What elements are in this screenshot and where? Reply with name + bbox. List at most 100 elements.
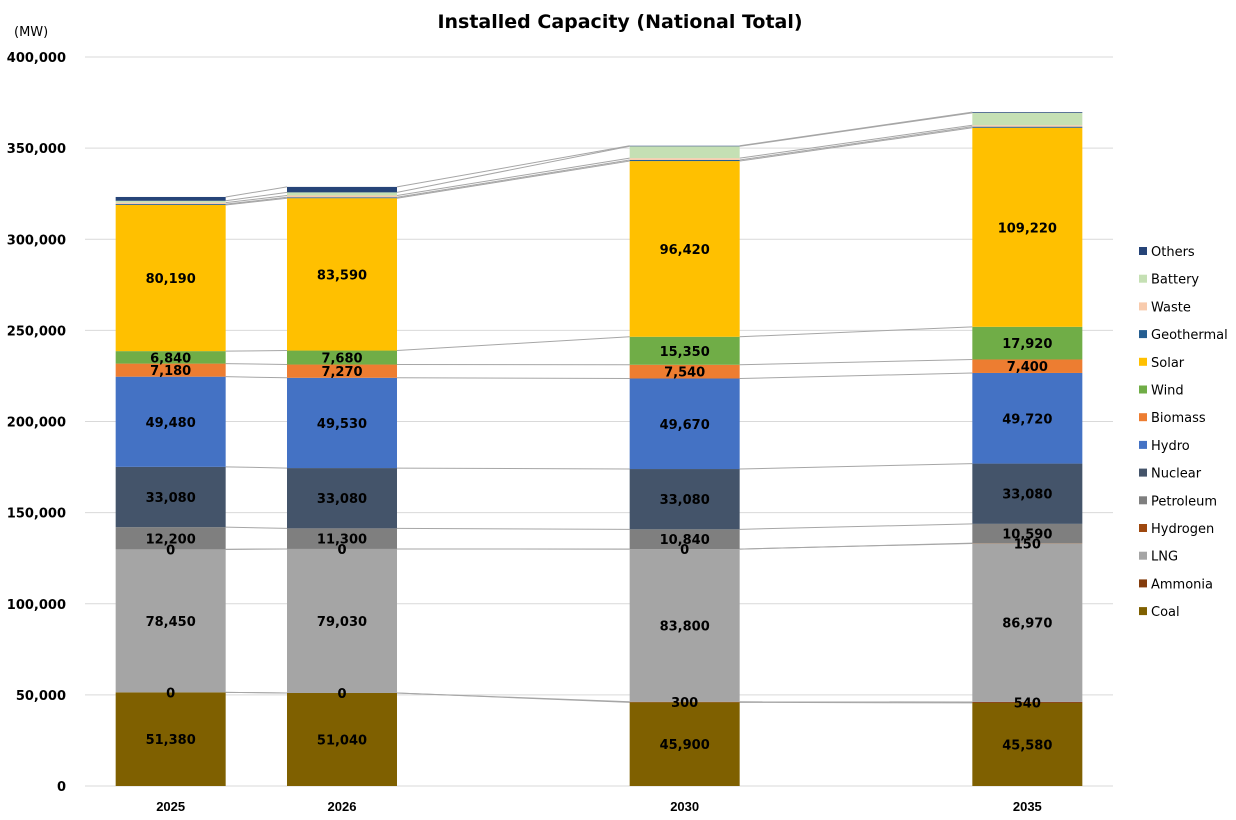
series-line-geothermal	[739, 126, 973, 161]
series-line-wind	[396, 336, 630, 352]
x-tick-label: 2030	[670, 799, 699, 814]
bar-hydro-2026	[287, 377, 397, 469]
legend-item-nuclear: Nuclear	[1139, 467, 1202, 482]
data-label-hydrogen: 0	[680, 543, 689, 558]
series-line-waste	[225, 194, 288, 204]
legend-swatch	[1139, 524, 1147, 532]
legend-swatch	[1139, 551, 1147, 560]
data-label-lng: 83,800	[660, 619, 710, 634]
data-label-hydro: 49,480	[146, 416, 196, 431]
series-line-petroleum	[739, 523, 973, 530]
bar-lng-2035	[972, 543, 1083, 702]
bar-biomass-2026	[287, 364, 397, 378]
y-tick-label: 300,000	[7, 233, 66, 248]
bar-battery-2035	[972, 112, 1083, 126]
data-label-nuclear: 33,080	[317, 492, 367, 507]
series-line-nuclear	[396, 467, 630, 470]
series-line-others	[739, 111, 973, 147]
data-label-hydro: 49,530	[317, 417, 367, 432]
bar-others-2025	[115, 196, 226, 201]
series-line-waste	[396, 157, 630, 196]
y-tick-label: 100,000	[7, 598, 66, 613]
legend-label: Biomass	[1151, 411, 1206, 426]
bar-solar-2035	[972, 127, 1083, 327]
data-label-wind: 7,680	[321, 352, 362, 367]
data-label-biomass: 7,180	[150, 364, 191, 379]
legend-label: Battery	[1151, 273, 1199, 288]
series-line-battery	[225, 191, 288, 202]
series-connector-lines	[225, 111, 973, 704]
bar-waste-2026	[287, 195, 397, 198]
legend-label: Petroleum	[1151, 494, 1217, 509]
bar-solar-2030	[629, 161, 740, 337]
bar-coal-2025	[115, 692, 226, 786]
series-line-nuclear	[225, 466, 288, 469]
legend-label: Waste	[1151, 300, 1191, 315]
data-label-coal: 51,040	[317, 733, 367, 748]
data-label-lng: 86,970	[1002, 617, 1052, 632]
data-label-solar: 96,420	[660, 243, 710, 258]
bar-solar-2026	[287, 198, 397, 351]
bar-waste-2035	[972, 125, 1083, 127]
legend-swatch	[1139, 440, 1147, 449]
bar-biomass-2035	[972, 359, 1083, 373]
data-label-coal: 51,380	[146, 733, 196, 748]
legend-item-hydrogen: Hydrogen	[1139, 522, 1214, 537]
legend-label: Others	[1151, 245, 1195, 260]
data-label-hydro: 49,670	[660, 418, 710, 433]
data-label-lng: 79,030	[317, 615, 367, 630]
bar-nuclear-2025	[115, 466, 226, 528]
legend-label: Hydro	[1151, 439, 1190, 454]
legend-swatch	[1139, 413, 1147, 422]
bar-biomass-2025	[115, 363, 226, 377]
y-tick-label: 50,000	[16, 689, 66, 704]
data-label-biomass: 7,540	[664, 366, 705, 381]
bar-battery-2030	[629, 146, 740, 159]
bar-hydro-2035	[972, 372, 1083, 464]
data-label-coal: 45,580	[1002, 738, 1052, 753]
legend-item-hydro: Hydro	[1139, 439, 1190, 454]
data-label-ammonia: 0	[337, 687, 346, 702]
series-line-wind	[225, 350, 288, 352]
series-line-hydro	[396, 377, 630, 380]
series-line-biomass	[739, 358, 973, 366]
series-line-hydrogen	[739, 542, 973, 550]
series-line-others	[396, 145, 630, 188]
data-label-wind: 6,840	[150, 351, 191, 366]
series-line-nuclear	[739, 463, 973, 470]
legend-item-wind: Wind	[1139, 384, 1184, 399]
bar-lng-2025	[115, 549, 226, 693]
legend-swatch	[1139, 579, 1147, 588]
data-label-nuclear: 33,080	[1002, 488, 1052, 503]
y-tick-label: 350,000	[7, 142, 66, 157]
x-tick-label: 2035	[1013, 799, 1042, 814]
series-line-hydro	[739, 372, 973, 380]
data-label-biomass: 7,400	[1007, 360, 1048, 375]
data-label-lng: 78,450	[146, 615, 196, 630]
data-label-ammonia: 540	[1014, 696, 1041, 711]
bar-wind-2035	[972, 326, 1083, 360]
y-tick-label: 250,000	[7, 324, 66, 339]
legend-label: Nuclear	[1151, 467, 1202, 482]
legend-label: Ammonia	[1151, 577, 1213, 592]
data-label-hydro: 49,720	[1002, 412, 1052, 427]
legend-swatch	[1139, 496, 1147, 505]
bar-geothermal-2035	[972, 126, 1083, 128]
bar-battery-2026	[287, 192, 397, 196]
data-label-solar: 83,590	[317, 268, 367, 283]
bar-lng-2030	[629, 549, 740, 702]
data-label-ammonia: 0	[166, 686, 175, 701]
legend-swatch	[1139, 247, 1147, 255]
bar-battery-2025	[115, 200, 226, 203]
bars	[115, 112, 1083, 786]
x-axis-ticks: 2025 2026 2030 2035	[156, 799, 1042, 814]
bar-lng-2026	[287, 548, 397, 693]
data-label-hydrogen: 0	[337, 543, 346, 558]
legend-item-lng: LNG	[1139, 550, 1178, 565]
series-line-geothermal	[396, 159, 630, 198]
legend-swatch	[1139, 302, 1147, 311]
legend-item-battery: Battery	[1139, 273, 1199, 288]
bar-wind-2025	[115, 351, 226, 364]
series-line-coal	[739, 701, 973, 704]
series-line-wind	[739, 326, 973, 338]
